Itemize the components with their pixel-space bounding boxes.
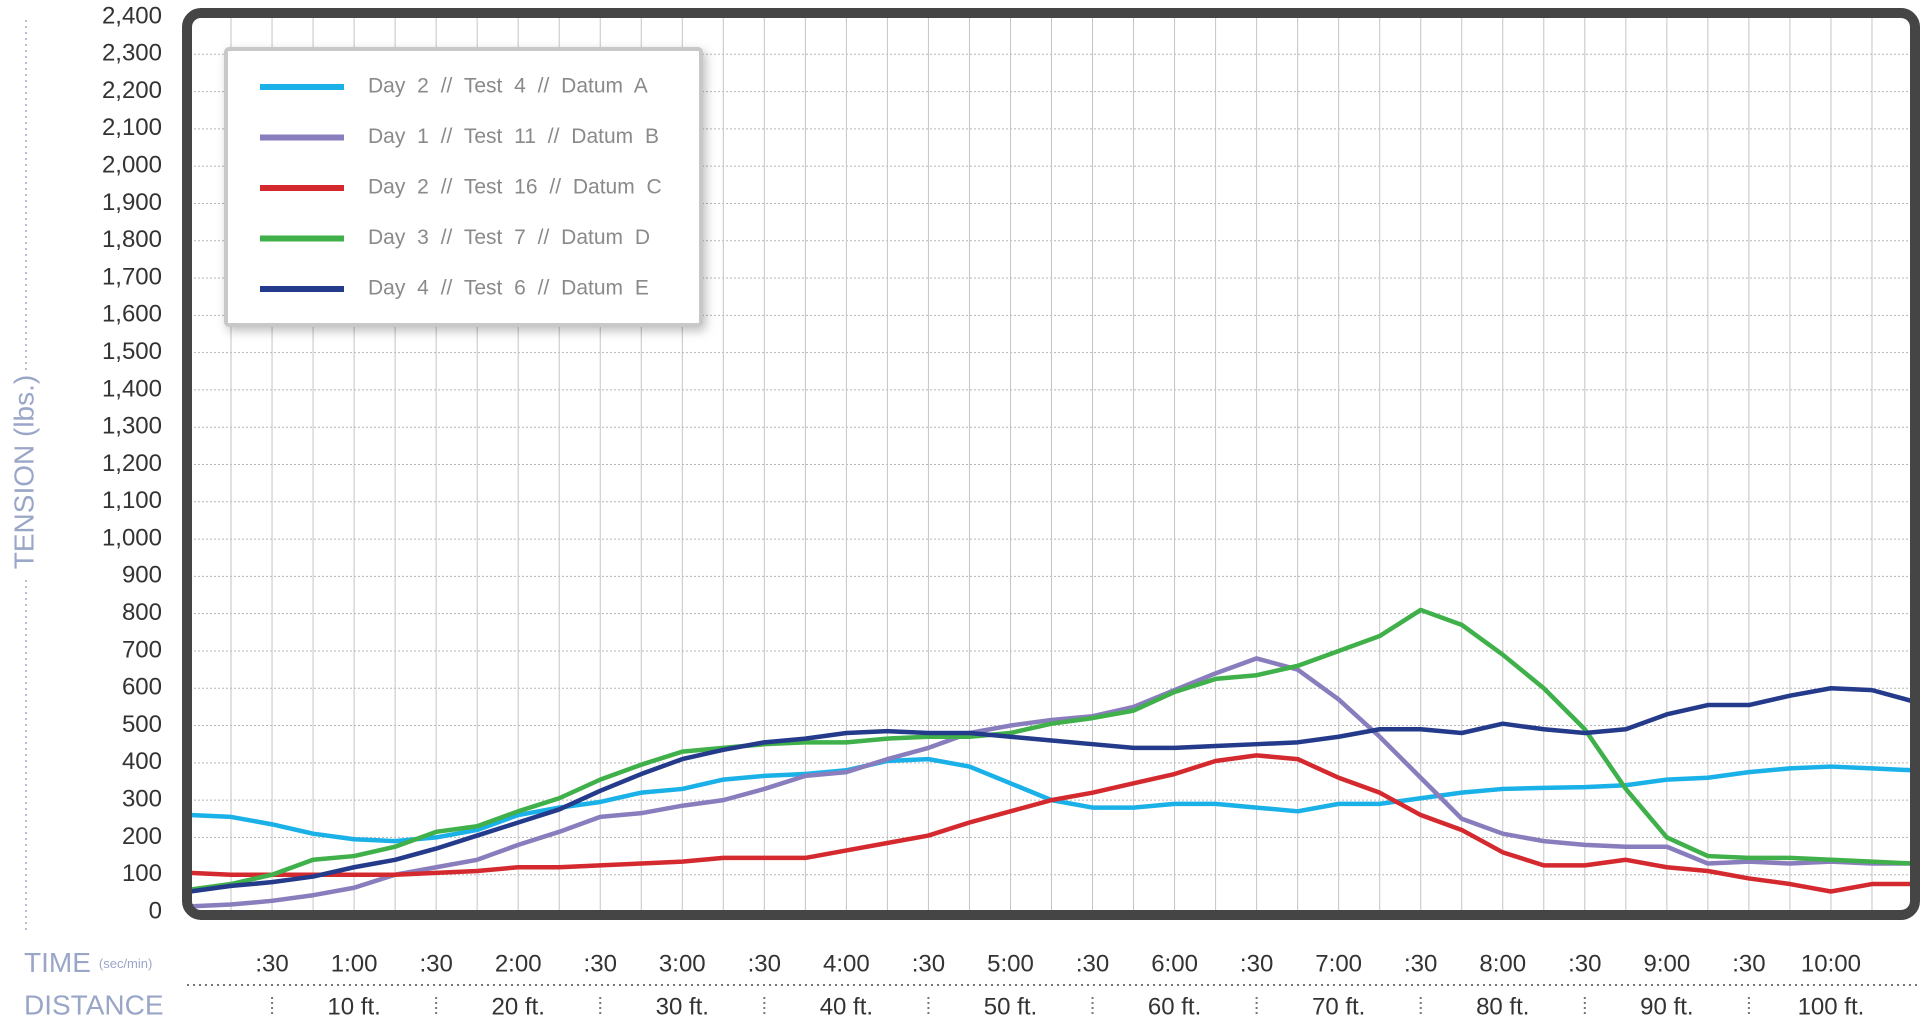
x2-tick-label: 60 ft. [1148,993,1201,1020]
y-tick-label: 2,300 [102,40,162,67]
x2-tick-label: 80 ft. [1476,993,1529,1020]
x-tick-label: 7:00 [1315,950,1362,977]
y-tick-label: 800 [122,599,162,626]
x-tick-label: :30 [912,950,945,977]
y-tick-label: 300 [122,785,162,812]
x2-tick-label: 30 ft. [656,993,709,1020]
y-tick-label: 500 [122,711,162,738]
x-tick-label: 3:00 [659,950,706,977]
x2-tick-label: 70 ft. [1312,993,1365,1020]
y-tick-label: 2,200 [102,77,162,104]
x-tick-label: 8:00 [1479,950,1526,977]
y-tick-label: 1,800 [102,226,162,253]
y-tick-label: 1,700 [102,263,162,290]
legend-box [224,47,703,327]
lines [187,607,1916,909]
y-tick-label: 1,200 [102,450,162,477]
legend-label: Day 1 // Test 11 // Datum B [368,125,659,148]
x2-tick-label: 50 ft. [984,993,1037,1020]
series-line [187,753,1916,894]
y-tick-label: 1,900 [102,189,162,216]
x2-tick-label: 90 ft. [1640,993,1693,1020]
y-tick-label: 900 [122,562,162,589]
y-tick-label: 700 [122,636,162,663]
y-tick-label: 2,400 [102,2,162,29]
x-axis-title-main: TIME [24,947,91,978]
y-axis-title: TENSION (lbs.) [8,375,39,569]
x-tick-label: 6:00 [1151,950,1198,977]
x2-tick-label: 40 ft. [820,993,873,1020]
x-tick-label: :30 [584,950,617,977]
y-tick-label: 2,100 [102,114,162,141]
x2-tick-label: 10 ft. [327,993,380,1020]
plot-frame [182,8,1920,920]
x-tick-label: 10:00 [1801,950,1861,977]
axes: 0 100 200 300 400 500 600 700 800 900 1,000 1,100 1,… [102,2,1864,1020]
x-tick-label: 2:00 [495,950,542,977]
legend-label: Day 2 // Test 4 // Datum A [368,75,648,98]
x-tick-label: 5:00 [987,950,1034,977]
y-tick-label: 1,000 [102,524,162,551]
y-tick-label: 200 [122,823,162,850]
x-tick-label: :30 [748,950,781,977]
y-tick-label: 400 [122,748,162,775]
legend-label: Day 3 // Test 7 // Datum D [368,226,650,249]
x-tick-label: 4:00 [823,950,870,977]
y-tick-label: 600 [122,674,162,701]
x-tick-label: :30 [1076,950,1109,977]
y-tick-label: 1,600 [102,301,162,328]
series-line [187,686,1916,894]
x-tick-label: :30 [255,950,288,977]
x2-axis-title: DISTANCE [24,989,164,1020]
y-tick-label: 1,400 [102,375,162,402]
x2-tick-label: 100 ft. [1798,993,1865,1020]
x2-tick-label: 20 ft. [492,993,545,1020]
y-tick-label: 1,300 [102,413,162,440]
y-tick-label: 2,000 [102,152,162,179]
series-line [187,607,1916,892]
x-tick-label: 9:00 [1643,950,1690,977]
x-tick-label: :30 [1240,950,1273,977]
legend-label: Day 2 // Test 16 // Datum C [368,176,662,199]
x-tick-label: :30 [1732,950,1765,977]
x-axis-title-note: (sec/min) [99,956,152,971]
x-tick-label: :30 [419,950,452,977]
legend-label: Day 4 // Test 6 // Datum E [368,277,649,300]
x-tick-label: 1:00 [331,950,378,977]
y-tick-label: 1,100 [102,487,162,514]
legend: Day 2 // Test 4 // Datum A Day 1 // Test … [224,47,703,327]
y-tick-label: 1,500 [102,338,162,365]
x-tick-label: :30 [1568,950,1601,977]
y-tick-label: 0 [149,897,162,924]
x-axis-title: TIME (sec/min) [24,947,152,978]
y-tick-label: 100 [122,860,162,887]
series-line [187,656,1916,909]
x-tick-label: :30 [1404,950,1437,977]
